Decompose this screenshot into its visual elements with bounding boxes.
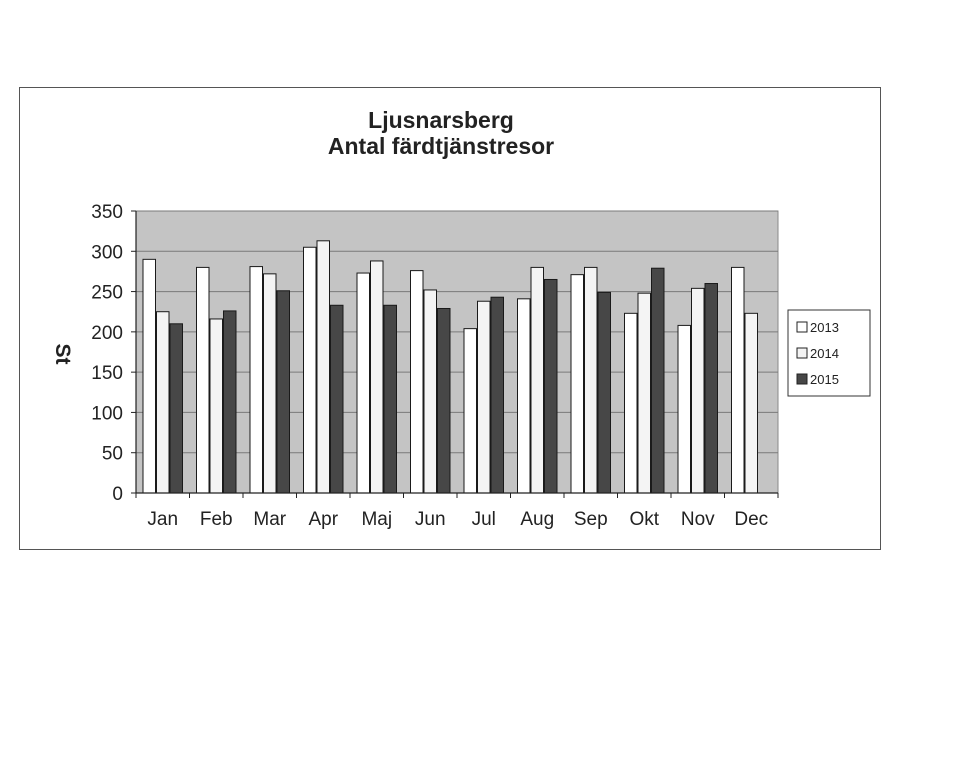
bar-2015-Nov	[704, 283, 718, 494]
x-tick-label-Jan: Jan	[147, 509, 178, 530]
x-tick-label-Mar: Mar	[253, 509, 286, 530]
y-tick-label-100: 100	[91, 403, 123, 424]
chart-title-line-2: Antal färdtjänstresor	[328, 133, 554, 159]
bar-2013-Sep	[570, 274, 584, 494]
legend-swatch-2014	[796, 347, 808, 359]
bar-2014-Jul	[477, 300, 491, 494]
legend-label-2015: 2015	[810, 372, 839, 387]
y-tick-label-150: 150	[91, 363, 123, 384]
legend-label-2014: 2014	[810, 346, 839, 361]
bar-2015-Feb	[223, 310, 237, 494]
y-tick-label-0: 0	[112, 484, 123, 505]
bar-2015-Sep	[597, 291, 611, 494]
bar-2014-Sep	[584, 266, 598, 494]
bar-2013-Maj	[356, 272, 370, 494]
bar-2014-Feb	[209, 318, 223, 494]
y-tick-label-50: 50	[102, 444, 123, 465]
bar-2013-Feb	[196, 266, 210, 494]
x-tick-label-Sep: Sep	[574, 509, 608, 530]
y-tick-label-300: 300	[91, 242, 123, 263]
bar-2013-Jul	[463, 328, 477, 494]
bar-2013-Aug	[517, 298, 531, 494]
x-tick-label-Apr: Apr	[308, 509, 338, 530]
legend-swatch-2013	[796, 321, 808, 333]
bar-2014-Maj	[370, 260, 384, 494]
bar-2013-Jun	[410, 270, 424, 494]
bar-2015-Jul	[490, 296, 504, 494]
legend-swatch-2015	[796, 373, 808, 385]
y-tick-label-250: 250	[91, 283, 123, 304]
bar-2014-Mar	[263, 273, 277, 494]
plot-background	[135, 210, 779, 494]
x-tick-label-Maj: Maj	[361, 509, 392, 530]
bar-2013-Jan	[142, 258, 156, 494]
x-tick-label-Feb: Feb	[200, 509, 233, 530]
plot-area	[135, 210, 779, 494]
x-tick-label-Okt: Okt	[629, 509, 659, 530]
bar-2015-Maj	[383, 304, 397, 494]
bar-2014-Aug	[530, 266, 544, 494]
bar-2013-Apr	[303, 246, 317, 494]
axes: 0 50 100 150 200 250 300 350 Jan Feb Mar Apr Maj Jun J…	[91, 202, 779, 530]
bar-2015-Mar	[276, 290, 290, 494]
chart-title-line-1: Ljusnarsberg	[368, 107, 514, 133]
bar-2015-Aug	[544, 278, 558, 494]
y-tick-label-350: 350	[91, 202, 123, 223]
legend-label-2013: 2013	[810, 320, 839, 335]
bar-2013-Okt	[624, 312, 638, 494]
chart-frame: Ljusnarsberg Antal färdtjänstresor St 0 5…	[19, 87, 881, 550]
legend: 2013 2014 2015	[787, 309, 871, 397]
y-axis-label: St	[51, 344, 74, 365]
bar-2014-Jun	[423, 289, 437, 494]
bar-2014-Dec	[744, 312, 758, 494]
bar-2014-Apr	[316, 240, 330, 494]
x-tick-label-Jul: Jul	[472, 509, 496, 530]
bar-2013-Mar	[249, 266, 263, 494]
x-tick-label-Dec: Dec	[734, 509, 768, 530]
bar-2014-Okt	[637, 292, 651, 494]
bar-2013-Dec	[731, 266, 745, 494]
x-tick-label-Nov: Nov	[681, 509, 715, 530]
x-tick-label-Aug: Aug	[520, 509, 554, 530]
bar-chart: Ljusnarsberg Antal färdtjänstresor St 0 5…	[51, 107, 871, 530]
bar-2015-Apr	[330, 304, 344, 494]
bar-2015-Jun	[437, 307, 451, 494]
bar-2015-Okt	[651, 267, 665, 494]
x-tick-label-Jun: Jun	[415, 509, 446, 530]
bar-2014-Nov	[691, 287, 705, 494]
bar-2014-Jan	[156, 311, 170, 494]
bar-2015-Jan	[169, 323, 183, 494]
y-tick-label-200: 200	[91, 323, 123, 344]
bar-2013-Nov	[677, 324, 691, 494]
